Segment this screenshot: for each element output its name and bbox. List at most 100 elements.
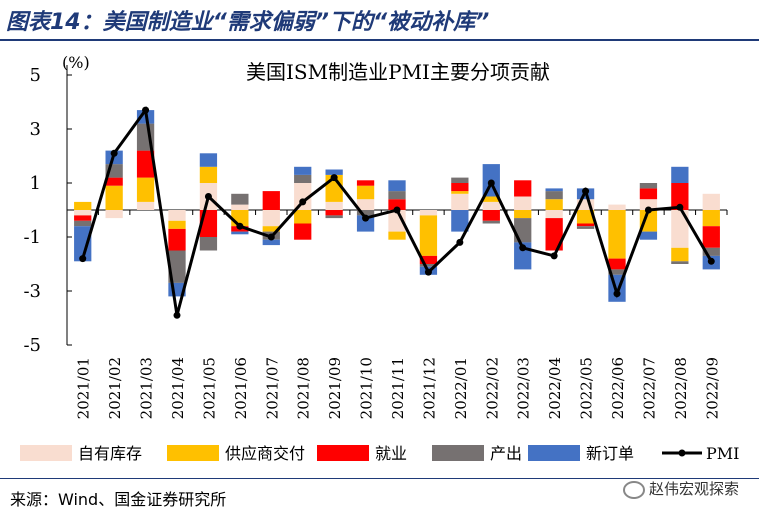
pmi-point <box>330 174 338 182</box>
pmi-point <box>362 214 370 222</box>
bar-segment <box>325 201 343 210</box>
y-axis: 5 3 1 -1 -3 -5 <box>23 65 72 356</box>
pmi-point <box>613 290 621 298</box>
pmi-point <box>142 106 150 114</box>
bar-segment <box>639 183 658 189</box>
source-note: 来源：Wind、国金证券研究所 <box>10 490 227 509</box>
bar-segment <box>294 210 312 224</box>
bar-segment <box>545 218 563 251</box>
bar-segment <box>451 191 469 194</box>
bar-segment <box>419 264 438 267</box>
bar-segment <box>325 169 343 175</box>
bar-segment <box>451 177 469 183</box>
bar-segment <box>168 228 186 251</box>
pmi-point <box>707 257 715 265</box>
x-tick-label: 2021/08 <box>295 357 313 419</box>
watermark-text: 赵伟宏观探索 <box>648 480 739 498</box>
bar-segment <box>576 226 595 229</box>
bar-segment <box>136 150 155 178</box>
bar-segment <box>262 210 280 227</box>
bar-segment <box>639 188 658 200</box>
legend-swatch <box>432 445 484 461</box>
chart-title: 美国ISM制造业PMI主要分项贡献 <box>246 60 550 84</box>
bar-segment <box>514 180 532 197</box>
pmi-point <box>456 238 464 246</box>
bar-segment <box>671 183 689 210</box>
bar-segment <box>231 204 249 210</box>
bar-segment <box>576 210 595 224</box>
legend-label: 产出 <box>490 444 522 463</box>
bar-segment <box>356 199 375 210</box>
bar-segment <box>262 226 280 232</box>
bar-segment <box>419 255 438 264</box>
x-tick-label: 2022/03 <box>515 357 533 419</box>
bar-segment <box>639 199 658 210</box>
bar-series-group <box>74 110 720 302</box>
bar-segment <box>74 201 92 210</box>
y-tick-label: 1 <box>30 173 41 194</box>
bar-segment <box>514 196 532 210</box>
bar-segment <box>514 210 532 219</box>
bar-segment <box>451 183 469 192</box>
legend-label: 供应商交付 <box>225 444 305 463</box>
x-tick-label: 2021/03 <box>138 357 156 419</box>
bar-segment <box>482 210 500 221</box>
figure-title: 图表14：美国制造业“需求偏弱”下的“被动补库” <box>6 10 490 35</box>
title-rule <box>0 39 759 41</box>
watermark: 赵伟宏观探索 <box>622 478 739 499</box>
x-tick-label: 2022/08 <box>672 357 690 419</box>
x-tick-label: 2021/01 <box>75 357 93 419</box>
bar-segment <box>451 210 469 232</box>
bar-segment <box>388 231 406 240</box>
bar-segment <box>294 174 312 183</box>
y-tick-label: 5 <box>30 65 41 86</box>
pmi-point <box>299 198 307 206</box>
x-tick-label: 2022/01 <box>452 357 470 419</box>
wechat-icon <box>622 480 645 499</box>
bar-segment <box>702 193 720 210</box>
pmi-point <box>644 206 652 214</box>
x-tick-label: 2021/05 <box>200 357 218 419</box>
pmi-contribution-chart: 美国ISM制造业PMI主要分项贡献 (%) 5 3 1 -1 -3 -5 2021/01 2… <box>20 53 739 463</box>
bar-segment <box>482 201 500 210</box>
bar-segment <box>482 196 500 202</box>
bar-segment <box>576 199 595 210</box>
bar-segment <box>136 201 155 210</box>
bar-segment <box>671 261 689 264</box>
bar-segment <box>608 204 626 210</box>
bar-segment <box>419 215 438 256</box>
y-tick-label: -3 <box>23 281 41 302</box>
legend-swatch <box>528 445 580 461</box>
bar-segment <box>136 177 155 202</box>
bar-segment <box>199 237 218 251</box>
pmi-point <box>424 268 432 276</box>
legend-label: 自有库存 <box>78 444 142 463</box>
bar-segment <box>545 199 563 210</box>
bar-segment <box>325 210 343 216</box>
x-tick-label: 2022/06 <box>609 357 627 419</box>
x-tick-label: 2021/04 <box>169 357 187 419</box>
bar-segment <box>325 215 343 219</box>
y-tick-label: 3 <box>30 119 41 140</box>
bar-segment <box>671 210 689 248</box>
pmi-point <box>519 244 527 252</box>
bar-segment <box>294 166 312 175</box>
x-tick-label: 2022/02 <box>483 357 501 419</box>
bar-segment <box>356 180 375 186</box>
bar-segment <box>74 226 92 262</box>
bar-segment <box>388 199 406 210</box>
pmi-point <box>582 187 590 195</box>
legend-swatch <box>317 445 369 461</box>
bar-segment <box>262 239 280 246</box>
bar-segment <box>168 210 186 221</box>
x-tick-label: 2021/06 <box>232 357 250 419</box>
x-tick-label: 2021/07 <box>263 357 281 419</box>
bar-segment <box>671 166 689 183</box>
bar-segment <box>702 226 720 248</box>
bar-segment <box>545 210 563 219</box>
legend: 自有库存 供应商交付 就业 产出 新订单 PMI <box>20 444 739 463</box>
legend-line-marker <box>678 449 686 457</box>
legend-swatch <box>20 445 72 461</box>
bar-segment <box>294 183 312 210</box>
pmi-point <box>110 149 118 157</box>
